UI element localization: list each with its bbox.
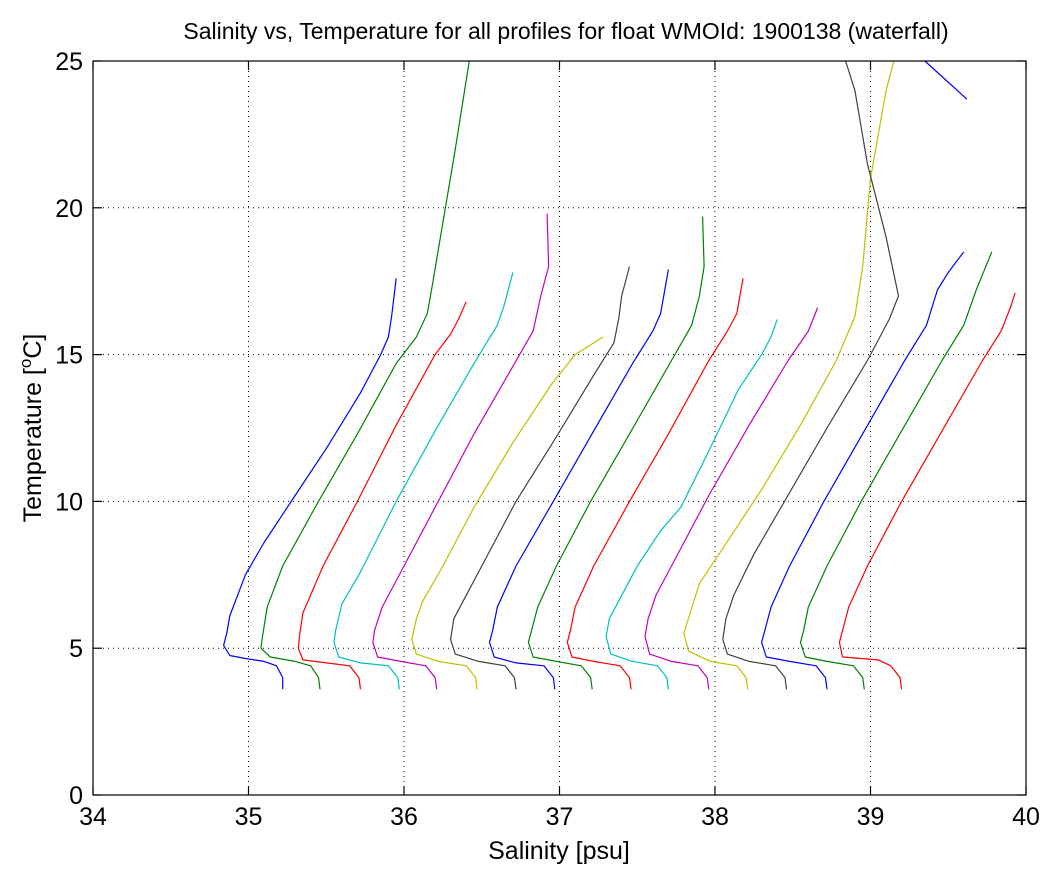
profile-line-8 (488, 269, 669, 690)
y-tick-label: 20 (55, 195, 83, 223)
profile-line-12 (644, 307, 819, 690)
y-tick-labels: 0 5 10 15 20 25 (55, 48, 83, 810)
profile-line-4 (333, 272, 514, 690)
y-axis-label-superscript: o (16, 359, 35, 368)
y-tick-label: 0 (69, 782, 83, 810)
y-axis-label-unit: C] (19, 334, 47, 359)
x-tick-label: 35 (235, 803, 263, 831)
y-tick-label: 10 (55, 488, 83, 516)
series-group (223, 60, 1016, 690)
profile-line-18 (924, 60, 968, 100)
profile-line-11 (605, 319, 778, 690)
x-tick-label: 38 (701, 803, 729, 831)
x-tick-labels: 34 35 36 37 38 39 40 (79, 803, 1040, 831)
axis-ticks (92, 60, 1027, 796)
profile-line-6 (411, 336, 604, 690)
profile-line-7 (450, 266, 631, 690)
y-axis-label-main: Temperature [ (19, 368, 47, 522)
profile-line-1 (223, 278, 397, 690)
profile-line-17 (838, 292, 1016, 690)
profile-line-3 (297, 301, 467, 690)
profile-line-10 (566, 278, 744, 690)
x-tick-label: 34 (79, 803, 107, 831)
profile-line-14 (722, 60, 900, 690)
y-tick-label: 5 (69, 635, 83, 663)
profile-line-2 (260, 60, 470, 690)
profile-line-9 (527, 216, 705, 690)
profile-line-5 (372, 213, 550, 690)
x-tick-label: 37 (546, 803, 574, 831)
x-tick-label: 39 (857, 803, 885, 831)
grid-lines (93, 61, 1026, 795)
chart-title: Salinity vs, Temperature for all profile… (183, 18, 948, 44)
x-tick-label: 36 (390, 803, 418, 831)
y-tick-label: 15 (55, 342, 83, 370)
y-axis-label: Temperature [oC] (16, 334, 47, 523)
y-tick-label: 25 (55, 48, 83, 76)
x-tick-label: 40 (1012, 803, 1040, 831)
x-axis-label: Salinity [psu] (488, 837, 630, 865)
profile-line-16 (799, 251, 993, 690)
profile-line-13 (683, 60, 895, 690)
profile-line-15 (761, 251, 965, 690)
